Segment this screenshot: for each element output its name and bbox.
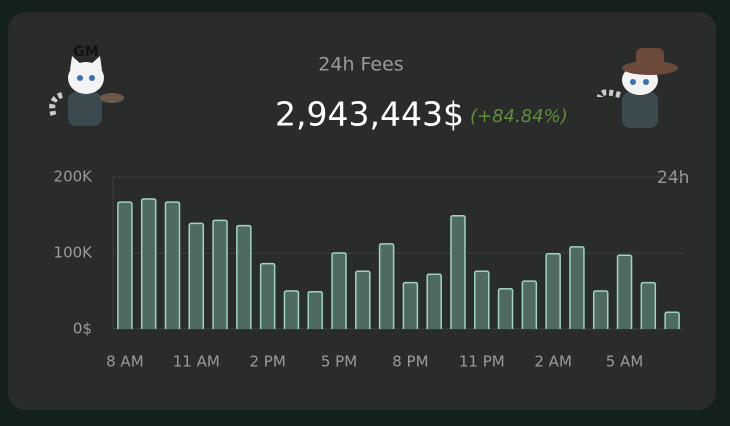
bar (521, 280, 538, 329)
y-tick-label: 100K (54, 244, 94, 262)
x-tick-label: 2 AM (534, 353, 572, 371)
y-tick-label: 200K (54, 168, 94, 186)
x-tick-label: 5 AM (606, 353, 644, 371)
bar (402, 281, 419, 329)
x-tick-label: 8 AM (106, 353, 144, 371)
bar (545, 253, 561, 329)
bar (450, 215, 466, 329)
greeting: GM (73, 44, 98, 60)
bar (188, 222, 205, 329)
x-tick-label: 5 PM (321, 353, 357, 371)
bar (117, 201, 133, 329)
bar (307, 291, 323, 329)
bar (355, 270, 371, 329)
x-tick-label: 11 PM (459, 353, 505, 371)
change: (+84.84%) (470, 106, 568, 127)
bar (592, 290, 609, 329)
x-tick-label: 11 AM (173, 353, 220, 371)
total-fees: 2,943,443$ (275, 95, 464, 134)
bar (616, 254, 633, 329)
bar (259, 262, 276, 329)
x-tick-label: 8 PM (392, 353, 428, 371)
period-label: 24h (657, 168, 689, 188)
y-tick-label: 0$ (73, 320, 92, 338)
bar (497, 287, 514, 329)
bar (426, 273, 442, 329)
bar (640, 281, 657, 329)
bar (164, 201, 181, 329)
x-tick-label: 2 PM (249, 353, 285, 371)
bar (140, 198, 157, 329)
bar (236, 224, 252, 329)
bar (378, 243, 395, 329)
bar (212, 219, 228, 329)
bar (331, 252, 347, 329)
bar (569, 246, 585, 329)
card (8, 12, 716, 410)
bar (474, 270, 490, 329)
cat-right (597, 48, 678, 128)
cat-left (49, 56, 124, 126)
bar (664, 311, 680, 329)
title: 24h Fees (318, 54, 403, 76)
bar (283, 290, 300, 329)
